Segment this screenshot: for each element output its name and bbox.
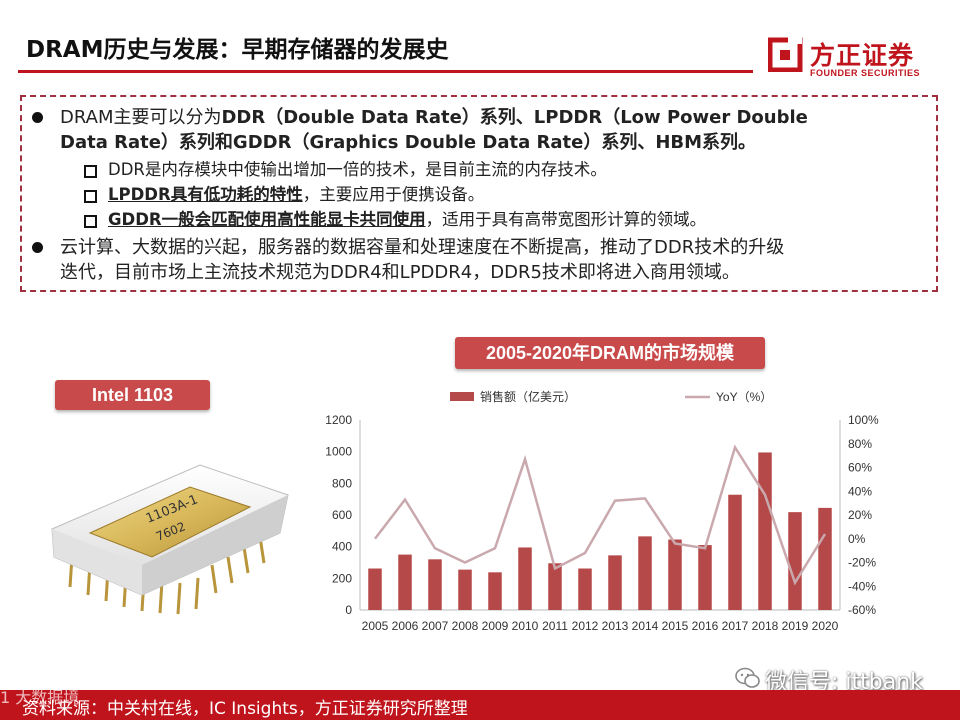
bar (788, 512, 802, 610)
bar (548, 563, 562, 610)
y-tick-label-left: 800 (332, 476, 352, 490)
x-tick-label: 2005 (362, 619, 389, 633)
sub-item-text: DDR是内存模块中使输出增加一倍的技术，是目前主流的内存技术。 (108, 160, 607, 179)
y-tick-label-left: 0 (345, 603, 352, 617)
chart-title-tag: 2005-2020年DRAM的市场规模 (455, 337, 765, 369)
x-tick-label: 2006 (392, 619, 419, 633)
legend-swatch-bar (450, 392, 474, 401)
bar (368, 568, 382, 610)
bar (518, 547, 532, 610)
x-tick-label: 2008 (452, 619, 479, 633)
bullet-text: 云计算、大数据的兴起，服务器的数据容量和处理速度在不断提高，推动了DDR技术的升… (60, 235, 920, 285)
yoy-line (374, 444, 827, 586)
summary-box: DRAM主要可以分为DDR（Double Data Rate）系列、LPDDR（… (20, 95, 938, 292)
bar (818, 507, 832, 610)
x-tick-label: 2015 (662, 619, 689, 633)
page-title: DRAM历史与发展：早期存储器的发展史 (26, 37, 449, 63)
y-tick-label-left: 1000 (325, 445, 352, 459)
footer-bar (0, 690, 960, 720)
x-tick-label: 2017 (722, 619, 749, 633)
bullet-text: DRAM主要可以分为DDR（Double Data Rate）系列、LPDDR（… (60, 105, 920, 155)
legend-label-bar: 销售额（亿美元） (480, 389, 576, 404)
x-tick-label: 2020 (812, 619, 839, 633)
dram-market-chart: 0 200 400 600 800 1000 1200 -60% -40% -20% 0% 20% 40… (325, 389, 879, 633)
y-tick-label-right: 20% (848, 508, 872, 522)
x-tick-label: 2010 (512, 619, 539, 633)
bar (668, 539, 682, 610)
wechat-icon (735, 667, 760, 688)
y-tick-label-left: 200 (332, 571, 352, 585)
bar (398, 554, 412, 610)
sub-item-text: ，适用于具有高带宽图形计算的领域。 (425, 210, 707, 229)
bullet-dot-icon (32, 242, 43, 253)
x-tick-label: 2011 (542, 619, 568, 633)
bar (488, 572, 502, 610)
legend-label-line: YoY（%） (716, 390, 772, 404)
y-tick-label-right: 60% (848, 461, 872, 475)
x-tick-label: 2016 (692, 619, 719, 633)
x-tick-label: 2014 (632, 619, 659, 633)
x-tick-label: 2019 (782, 619, 809, 633)
footer-source-text: 资料来源：中关村在线，IC Insights，方正证券研究所整理 (22, 699, 468, 719)
x-tick-label: 2009 (482, 619, 509, 633)
y-tick-label-right: 0% (848, 532, 866, 546)
bullet-text-line2: 迭代，目前市场上主流技术规范为DDR4和LPDDR4，DDR5技术即将进入商用领… (60, 262, 740, 283)
bar (608, 555, 622, 610)
bar (458, 569, 472, 610)
footer-watermark-mark: 1 大数据境 (0, 688, 80, 707)
title-divider (18, 70, 753, 73)
x-tick-label: 2012 (572, 619, 599, 633)
bar (638, 536, 652, 610)
y-tick-label-right: -60% (848, 603, 876, 617)
bullet-dot-icon (32, 112, 43, 123)
y-tick-label-left: 600 (332, 508, 352, 522)
y-tick-label-left: 400 (332, 540, 352, 554)
x-tick-label: 2007 (422, 619, 449, 633)
y-tick-label-right: -20% (848, 556, 876, 570)
y-tick-label-right: -40% (848, 579, 876, 593)
chip-label-tag: Intel 1103 (55, 380, 210, 410)
y-tick-label-left: 1200 (325, 413, 352, 427)
bullet-text-bold-line2: Data Rate）系列和GDDR（Graphics Double Data R… (60, 132, 757, 153)
bar (758, 452, 772, 610)
bar (578, 568, 592, 610)
bar (698, 545, 712, 610)
x-tick-label: 2013 (602, 619, 629, 633)
sub-item-bold: LPDDR具有低功耗的特性 (108, 185, 303, 204)
checkbox-square-icon (84, 165, 97, 178)
bar (728, 494, 742, 610)
y-tick-label-right: 40% (848, 484, 872, 498)
founder-logo-icon (768, 36, 803, 72)
logo-text-en: FOUNDER SECURITIES (810, 68, 921, 78)
bullet-text-line1: 云计算、大数据的兴起，服务器的数据容量和处理速度在不断提高，推动了DDR技术的升… (60, 237, 785, 258)
founder-securities-logo: 方正证券 FOUNDER SECURITIES (768, 36, 938, 82)
y-tick-label-right: 100% (848, 413, 879, 427)
x-tick-label: 2018 (752, 619, 779, 633)
y-tick-label-right: 80% (848, 437, 872, 451)
bar (428, 559, 442, 610)
sub-item-text: ，主要应用于便携设备。 (302, 185, 485, 204)
checkbox-square-icon (84, 190, 97, 203)
bullet-text-bold: DDR（Double Data Rate）系列、LPDDR（Low Power … (221, 107, 808, 128)
sub-item-bold: GDDR一般会匹配使用高性能显卡共同使用 (108, 210, 426, 229)
logo-text-cn: 方正证券 (810, 41, 915, 70)
intel-1103-chip-image: 1103A-1 7602 (51, 464, 289, 615)
checkbox-square-icon (84, 215, 97, 228)
bullet-text-lead: DRAM主要可以分为 (60, 107, 222, 128)
